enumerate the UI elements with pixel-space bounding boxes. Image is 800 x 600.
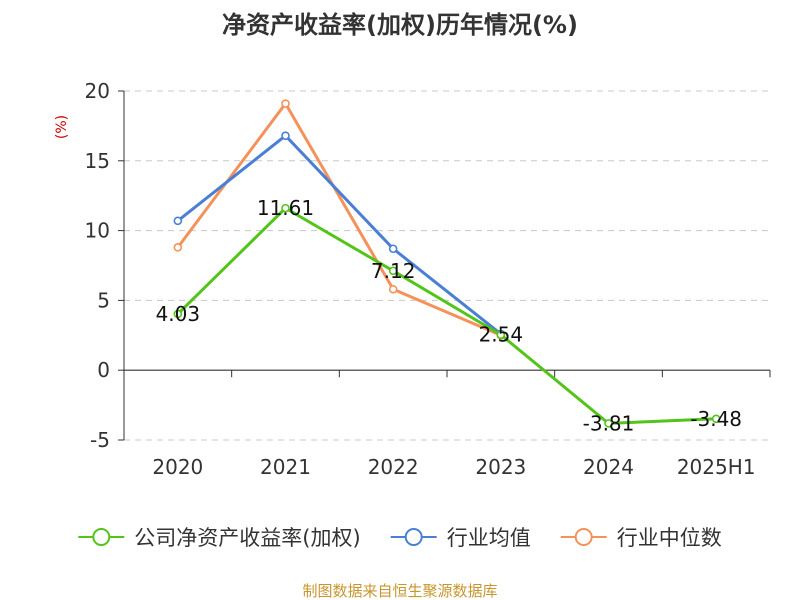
data-point	[388, 284, 398, 294]
legend-label: 行业中位数	[617, 526, 722, 550]
y-tick-label: 10	[85, 219, 110, 243]
x-tick-label: 2023	[475, 455, 526, 479]
data-point	[604, 419, 613, 428]
data-label: -3.81	[583, 411, 635, 435]
data-label: 4.03	[156, 302, 201, 326]
data-point	[173, 243, 183, 252]
data-label: 2.54	[479, 323, 524, 347]
data-point	[388, 244, 398, 254]
data-labels: 4.03 11.61 7.12 2.54 -3.81 -3.48	[156, 196, 742, 435]
source-note: 制图数据来自恒生聚源数据库	[302, 582, 497, 600]
data-point	[711, 414, 721, 424]
legend-label: 行业均值	[447, 526, 531, 550]
legend-item-0[interactable]: 公司净资产收益率(加权)	[78, 526, 361, 550]
data-point	[388, 266, 398, 276]
grid-lines	[124, 90, 770, 441]
legend-item-1[interactable]: 行业均值	[390, 526, 531, 550]
data-label: 7.12	[371, 259, 416, 283]
series-lines	[173, 99, 721, 428]
x-tick-label: 2022	[368, 455, 419, 479]
x-tick-label: 2021	[260, 455, 311, 479]
data-point	[173, 216, 183, 226]
y-tick-label: 0	[97, 358, 110, 382]
y-tick-label: -5	[90, 428, 110, 452]
y-tick-label: 15	[85, 149, 110, 173]
data-point	[281, 203, 290, 213]
y-tick-label: 20	[85, 79, 110, 103]
data-point	[281, 131, 290, 140]
y-tick-label: 5	[97, 288, 110, 312]
data-point	[173, 309, 183, 319]
legend-swatch-marker	[574, 528, 593, 546]
legend-label: 公司净资产收益率(加权)	[134, 526, 360, 550]
legend-item-2[interactable]: 行业中位数	[560, 526, 722, 550]
axes: 20 15 10 5 0 -5 2020 2021 2022 2023 2024 2025H1	[85, 79, 771, 479]
y-axis-label: (%)	[54, 115, 70, 139]
chart-title: 净资产收益率(加权)历年情况(%)	[222, 11, 578, 39]
x-tick-label: 2020	[152, 455, 203, 479]
x-tick-label: 2024	[583, 455, 634, 479]
x-tick-label: 2025H1	[677, 455, 756, 479]
series-line-2	[176, 102, 502, 337]
series-line-1	[176, 134, 502, 336]
data-label: -3.48	[690, 407, 742, 431]
data-label: 11.61	[257, 196, 314, 220]
legend-swatch-marker	[404, 528, 423, 546]
data-point	[281, 99, 290, 108]
data-point	[496, 330, 506, 340]
legend-swatch-marker	[92, 528, 111, 546]
series-line-0	[176, 206, 717, 425]
legend: 公司净资产收益率(加权) 行业均值 行业中位数	[78, 526, 722, 550]
